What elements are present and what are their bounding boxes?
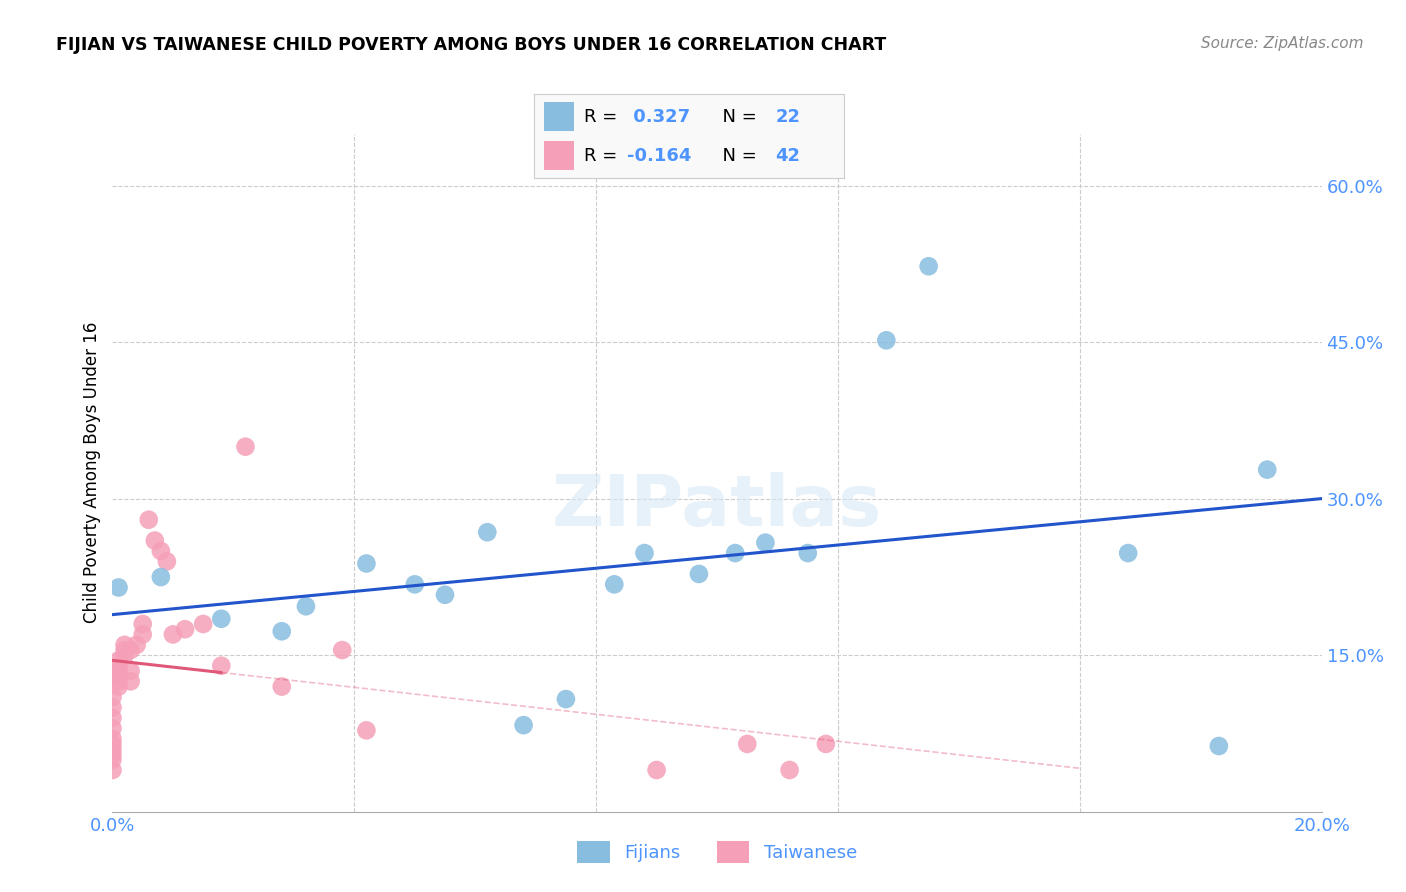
Point (554, 692, 576, 706)
FancyBboxPatch shape (544, 141, 575, 169)
Point (107, 680, 129, 694)
Point (132, 617, 155, 632)
Text: ZIPatlas: ZIPatlas (553, 472, 882, 541)
Point (101, 737, 124, 751)
Legend: Fijians, Taiwanese: Fijians, Taiwanese (569, 834, 865, 871)
FancyBboxPatch shape (544, 103, 575, 131)
Point (101, 763, 124, 777)
Point (101, 700, 124, 714)
Point (125, 638, 148, 652)
Point (796, 546, 818, 560)
Point (754, 535, 776, 549)
Point (633, 546, 655, 560)
Point (107, 669, 129, 683)
Point (477, 525, 499, 540)
Text: N =: N = (710, 146, 762, 164)
Y-axis label: Child Poverty Among Boys Under 16: Child Poverty Among Boys Under 16 (83, 322, 101, 624)
Point (356, 723, 378, 738)
Point (120, 674, 142, 689)
Point (918, 259, 941, 273)
Text: 0.327: 0.327 (627, 108, 690, 126)
Point (191, 617, 214, 632)
Point (114, 643, 136, 657)
Point (107, 664, 129, 678)
Point (688, 566, 710, 581)
Point (101, 690, 124, 704)
Point (209, 658, 232, 673)
Point (120, 643, 142, 657)
Point (149, 544, 172, 558)
Point (404, 577, 426, 591)
Point (645, 763, 668, 777)
Point (330, 643, 353, 657)
Point (114, 638, 136, 652)
Text: Source: ZipAtlas.com: Source: ZipAtlas.com (1201, 36, 1364, 51)
Point (209, 612, 232, 626)
Point (356, 557, 378, 571)
Text: -0.164: -0.164 (627, 146, 692, 164)
Point (295, 599, 318, 614)
Point (156, 554, 179, 568)
Point (162, 627, 184, 641)
Point (101, 721, 124, 735)
Point (512, 718, 534, 732)
Point (114, 648, 136, 663)
Text: R =: R = (583, 108, 623, 126)
Point (107, 658, 129, 673)
Point (143, 533, 166, 548)
Point (1208, 739, 1230, 753)
Point (814, 737, 837, 751)
Point (101, 742, 124, 756)
Point (149, 570, 172, 584)
Point (1256, 462, 1278, 476)
Point (107, 674, 129, 689)
Point (270, 624, 292, 639)
Point (107, 581, 129, 595)
Point (120, 664, 142, 678)
Point (724, 546, 747, 560)
Point (737, 737, 759, 751)
Point (174, 622, 197, 636)
Point (138, 513, 160, 527)
Point (603, 577, 626, 591)
Point (101, 711, 124, 725)
Point (779, 763, 801, 777)
Text: 42: 42 (776, 146, 800, 164)
Text: N =: N = (710, 108, 762, 126)
Text: R =: R = (583, 146, 623, 164)
Point (101, 753, 124, 767)
Point (101, 747, 124, 762)
Point (101, 731, 124, 746)
Text: FIJIAN VS TAIWANESE CHILD POVERTY AMONG BOYS UNDER 16 CORRELATION CHART: FIJIAN VS TAIWANESE CHILD POVERTY AMONG … (56, 36, 887, 54)
Point (235, 440, 257, 454)
Point (875, 334, 897, 348)
Point (107, 653, 129, 667)
Point (270, 680, 292, 694)
Point (433, 588, 456, 602)
Text: 22: 22 (776, 108, 800, 126)
Point (1116, 546, 1139, 560)
Point (132, 627, 155, 641)
